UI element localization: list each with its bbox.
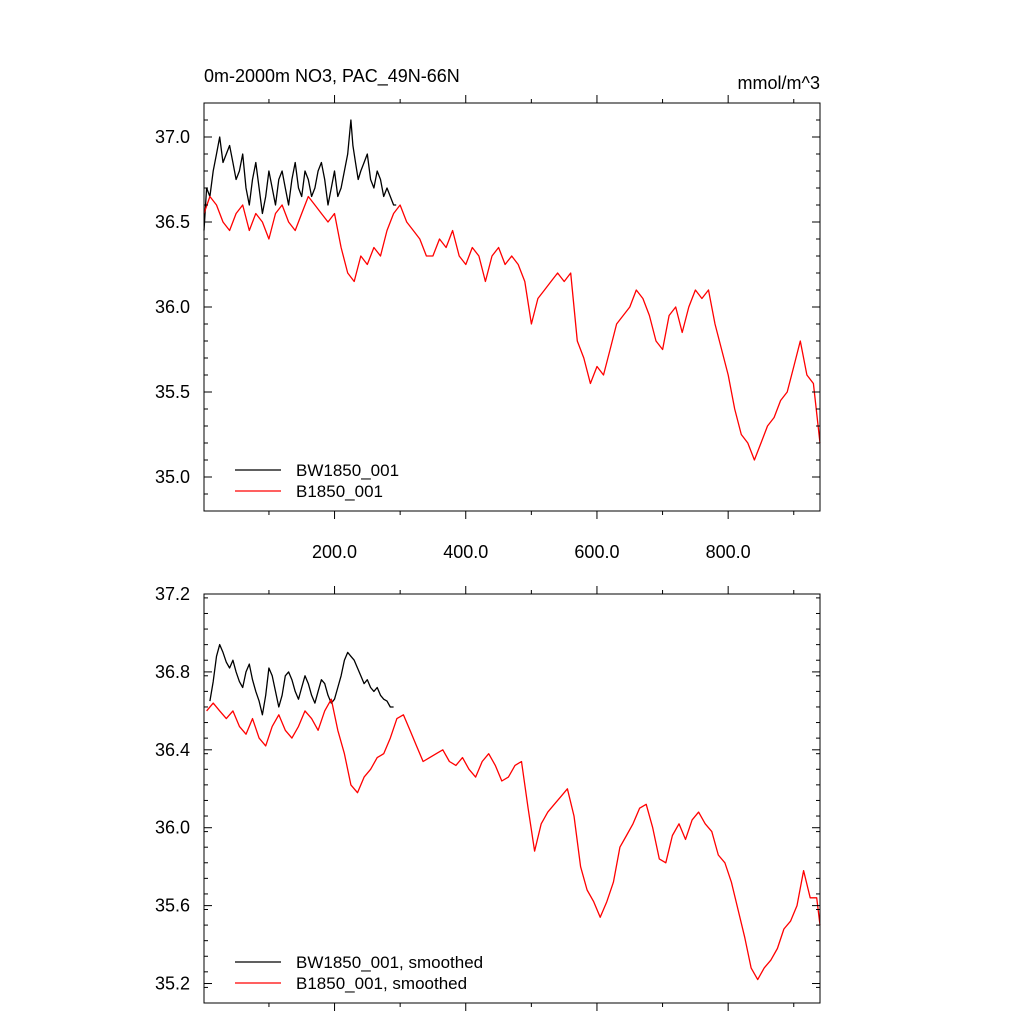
y-tick-labels: 35.0 35.5 36.0 36.5 37.0 — [155, 127, 190, 487]
line-series-group — [203, 119, 821, 461]
x-tick-label: 800.0 — [706, 542, 751, 562]
legend-label-bw1850: BW1850_001 — [296, 461, 399, 480]
tick-marks — [204, 586, 820, 1011]
series-line-bw1850-001 — [203, 119, 397, 231]
panel-smoothed: 35.2 35.6 36.0 36.4 36.8 37.2 BW1850_001, smo… — [155, 584, 821, 1011]
line-series-group — [206, 643, 821, 981]
y-tick-label: 35.6 — [155, 896, 190, 916]
legend-label-b1850-smoothed: B1850_001, smoothed — [296, 974, 467, 993]
y-tick-label: 36.5 — [155, 212, 190, 232]
x-tick-label: 200.0 — [312, 542, 357, 562]
legend: BW1850_001, smoothed B1850_001, smoothed — [235, 953, 483, 993]
y-tick-label: 35.0 — [155, 467, 190, 487]
panel-raw: 0m-2000m NO3, PAC_49N-66N mmol/m^3 35.03… — [155, 66, 821, 562]
y-tick-label: 35.2 — [155, 974, 190, 994]
x-tick-label: 400.0 — [443, 542, 488, 562]
series-line-b1850-001-smoothed — [206, 698, 821, 981]
legend-label-b1850: B1850_001 — [296, 482, 383, 501]
y-tick-label: 36.0 — [155, 297, 190, 317]
y-tick-label: 36.0 — [155, 818, 190, 838]
legend-label-bw1850-smoothed: BW1850_001, smoothed — [296, 953, 483, 972]
plot-frame — [203, 102, 821, 512]
y-tick-label: 35.5 — [155, 382, 190, 402]
panel-title: 0m-2000m NO3, PAC_49N-66N — [204, 66, 460, 87]
y-tick-labels: 35.2 35.6 36.0 36.4 36.8 37.2 — [155, 584, 190, 994]
plot-frame — [203, 593, 821, 1004]
units-label: mmol/m^3 — [738, 73, 820, 93]
y-tick-label: 37.2 — [155, 584, 190, 604]
legend: BW1850_001 B1850_001 — [235, 461, 399, 501]
series-line-bw1850-001-smoothed — [209, 643, 394, 716]
y-tick-label: 37.0 — [155, 127, 190, 147]
tick-marks — [204, 95, 820, 519]
x-tick-label: 600.0 — [574, 542, 619, 562]
x-tick-labels: 200.0 400.0 600.0 800.0 — [312, 542, 751, 562]
y-tick-label: 36.8 — [155, 662, 190, 682]
y-tick-label: 36.4 — [155, 740, 190, 760]
series-line-b1850-001 — [203, 195, 821, 461]
